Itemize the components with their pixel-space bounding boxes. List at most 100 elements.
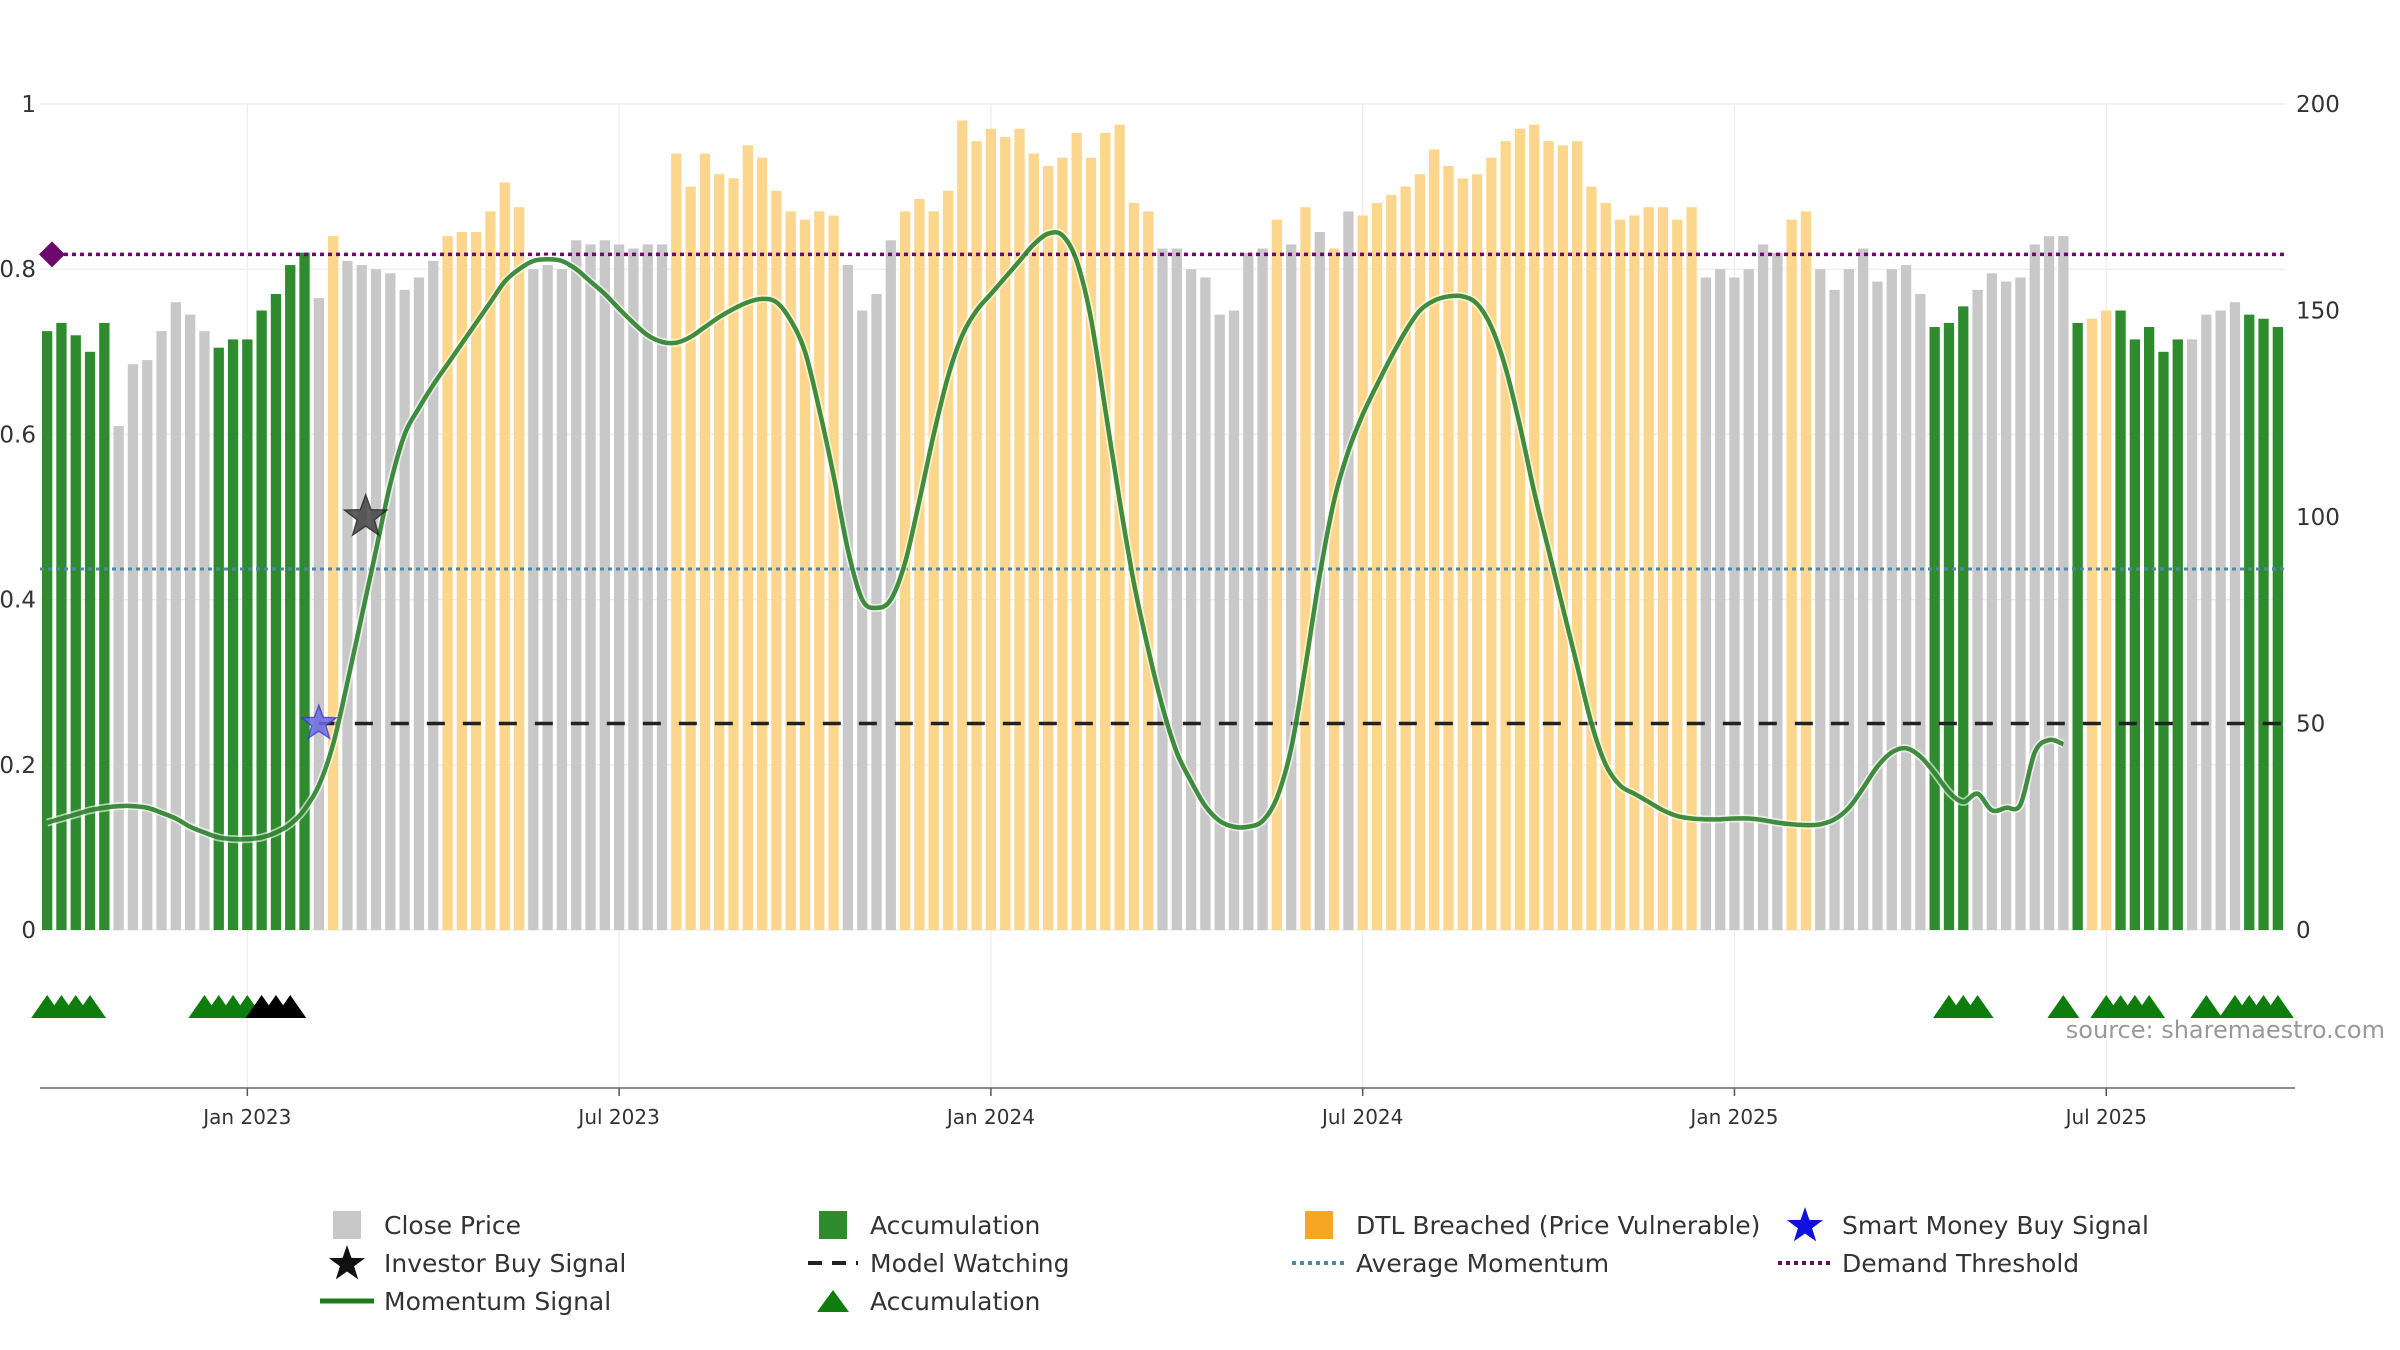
close-price-bar (1157, 248, 1168, 931)
dtl-breached-bar (1800, 211, 1812, 930)
legend-symbol-momentum (320, 1284, 374, 1318)
close-price-bar (1858, 248, 1869, 931)
accumulation-bar (227, 339, 239, 930)
right-tick-label: 0 (2296, 918, 2311, 944)
dtl-breached-bar (1486, 157, 1497, 930)
close-price-bar (184, 314, 196, 930)
dtl-breached-bar (799, 219, 811, 930)
right-tick-label: 100 (2296, 505, 2340, 531)
accumulation-bar (1929, 327, 1940, 930)
close-price-bar (1228, 310, 1240, 930)
dtl-breached-bar (2086, 318, 2098, 930)
accumulation-bar (84, 351, 96, 930)
close-price-bar (399, 289, 410, 931)
close-price-bar (428, 260, 439, 930)
close-price-bar (1872, 281, 1883, 931)
close-price-bar (1743, 269, 1754, 930)
legend-label: Accumulation (870, 1286, 1041, 1316)
close-price-bar (842, 265, 854, 930)
legend-label: Average Momentum (1356, 1248, 1610, 1278)
close-price-bar (556, 269, 568, 930)
left-tick-label: 0 (21, 918, 36, 944)
close-price-bar (528, 269, 539, 930)
accumulation-marker (74, 995, 107, 1018)
close-price-bar (871, 293, 882, 931)
accumulation-bar (2072, 322, 2083, 930)
dtl-breached-bar (1672, 219, 1683, 930)
dtl-breached-bar (985, 128, 997, 930)
accumulation-bar (2258, 318, 2269, 930)
left-tick-label: 0.4 (0, 588, 36, 614)
accumulation-bar (2244, 314, 2255, 930)
dtl-breached-bar (1000, 137, 1011, 931)
legend-label: Accumulation (870, 1210, 1041, 1240)
dtl-breached-bar (742, 145, 753, 931)
dtl-breached-bar (499, 182, 510, 931)
close-price-bar (1171, 248, 1182, 931)
accumulation-bar (70, 335, 81, 930)
dtl-breached-bar (828, 215, 839, 930)
dtl-breached-bar (1429, 149, 1440, 930)
legend-item-close-price: Close Price (320, 1208, 521, 1242)
dtl-breached-bar (1500, 141, 1511, 931)
axes: 0 0.2 0.4 0.6 0.8 1 0 50 100 150 200 Jan 2023 Jul 20… (0, 92, 2340, 1129)
dtl-breached-bar (728, 178, 739, 931)
legend-item-avg-momentum: Average Momentum (1292, 1246, 1609, 1280)
dtl-breached-bar (1371, 203, 1383, 930)
legend: Close Price Investor Buy Signal Momentum S… (320, 1207, 2220, 1328)
x-tick-label: Jul 2024 (1320, 1105, 1403, 1129)
right-tick-label: 50 (2296, 712, 2325, 738)
close-price-bar (1986, 273, 1998, 931)
close-price-bar (1243, 252, 1254, 930)
close-price-bar (1815, 269, 1826, 930)
dtl-breached-bar (1328, 248, 1340, 931)
dtl-breached-bar (1114, 124, 1125, 930)
close-price-bar (585, 244, 596, 931)
dtl-breached-bar (1143, 211, 1154, 930)
dtl-breached-bar (1014, 128, 1025, 930)
accumulation-marker (2190, 995, 2223, 1018)
dtl-breached-bar (942, 190, 954, 931)
dtl-breached-bar (1057, 157, 1068, 930)
legend-symbol-demand (1778, 1246, 1832, 1280)
close-price-bar (1214, 314, 1225, 930)
dtl-breached-bar (1557, 145, 1569, 931)
demand-threshold-marker (39, 241, 65, 268)
accumulation-marker (2261, 995, 2294, 1018)
accumulation-bar (2144, 327, 2155, 930)
x-tick-label: Jul 2023 (576, 1105, 659, 1129)
dtl-breached-bar (1400, 186, 1411, 931)
legend-item-investor-buy: Investor Buy Signal (320, 1245, 627, 1280)
close-price-bar (1972, 289, 1983, 931)
buy-signals (299, 492, 389, 740)
close-price-bar (156, 331, 167, 930)
close-price-bar (2229, 302, 2241, 930)
dtl-breached-bar (470, 232, 482, 930)
legend-label: Momentum Signal (384, 1286, 612, 1316)
dtl-breached-bar (971, 141, 982, 931)
right-tick-label: 150 (2296, 299, 2340, 325)
accumulation-bar (270, 293, 282, 931)
legend-symbol-close-price (320, 1208, 374, 1242)
close-price-bar (170, 302, 181, 930)
close-price-bar (628, 248, 639, 931)
dtl-breached-bar (771, 190, 782, 931)
close-price-bar (127, 364, 139, 930)
dtl-breached-bar (1657, 207, 1669, 930)
legend-item-demand: Demand Threshold (1778, 1246, 2079, 1280)
legend-label: Investor Buy Signal (384, 1248, 627, 1278)
dtl-breached-bar (714, 174, 725, 930)
close-price-bar (571, 240, 582, 931)
dtl-breached-bar (957, 120, 968, 930)
dtl-breached-bar (1786, 219, 1797, 930)
close-price-bar (370, 269, 382, 930)
left-tick-label: 0.6 (0, 422, 36, 448)
close-price-bar (1200, 277, 1211, 931)
dtl-breached-bar (1572, 141, 1583, 931)
accumulation-bar (256, 310, 267, 930)
dtl-breached-bar (685, 186, 696, 931)
x-tick-label: Jan 2024 (945, 1105, 1035, 1129)
dtl-breached-bar (1457, 178, 1468, 931)
close-price-bar (1286, 244, 1297, 931)
